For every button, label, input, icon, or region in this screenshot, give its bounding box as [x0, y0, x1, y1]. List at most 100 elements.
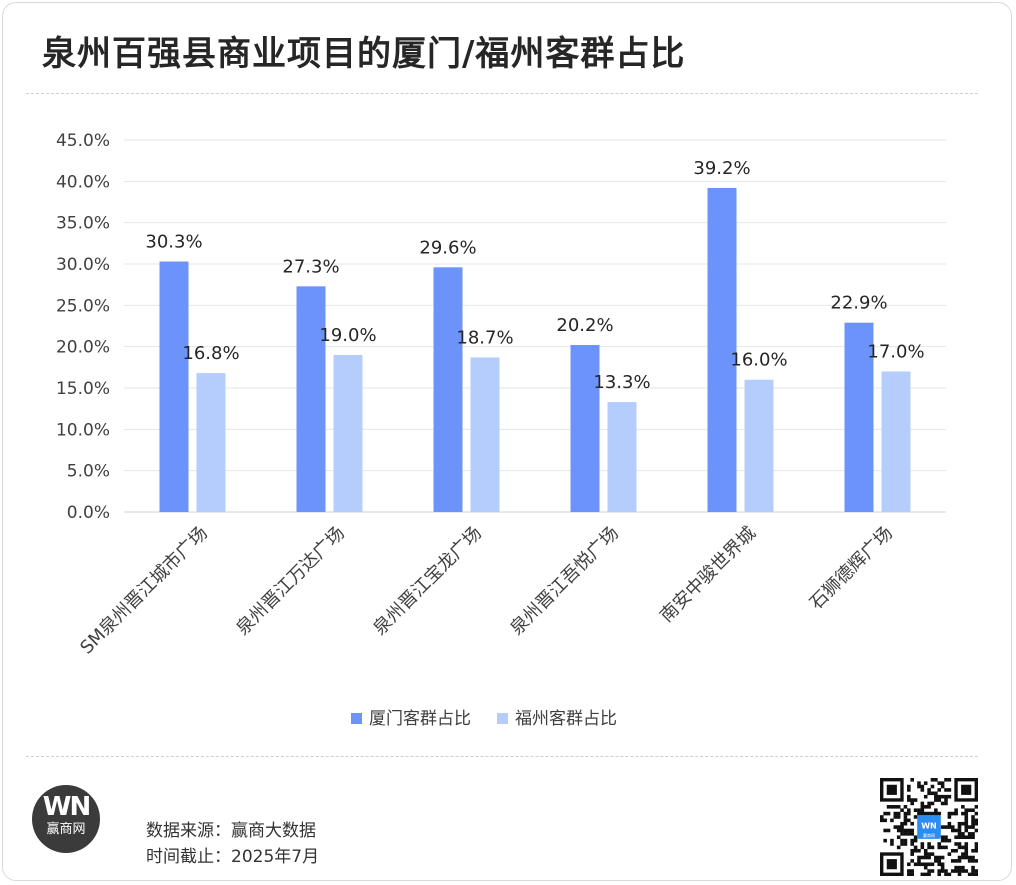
qr-module	[944, 838, 948, 843]
qr-module	[923, 794, 928, 799]
data-label: 39.2%	[693, 158, 750, 179]
qr-module	[940, 784, 945, 789]
qr-module	[920, 808, 925, 812]
qr-module	[940, 825, 945, 829]
qr-module	[917, 855, 921, 860]
qr-module	[947, 794, 952, 799]
qr-module	[937, 845, 942, 850]
qr-module	[923, 865, 928, 870]
qr-module	[917, 859, 921, 863]
qr-module	[971, 872, 975, 876]
qr-module	[971, 808, 975, 812]
qr-module	[940, 845, 945, 850]
qr-module	[917, 808, 921, 812]
bar-fuzhou	[196, 373, 226, 512]
qr-module	[907, 818, 911, 823]
bar-xiamen	[707, 187, 737, 513]
qr-module	[907, 869, 911, 873]
y-tick-label: 45.0%	[56, 131, 110, 151]
qr-module	[910, 848, 914, 853]
qr-module	[954, 848, 958, 853]
qr-module	[913, 808, 918, 812]
qr-module	[957, 835, 962, 840]
qr-module	[927, 811, 931, 816]
qr-module	[971, 865, 975, 870]
bar-xiamen	[296, 286, 326, 512]
qr-module	[903, 832, 908, 836]
qr-module	[940, 781, 945, 785]
qr-module	[903, 818, 908, 823]
qr-module	[967, 832, 972, 836]
qr-module	[910, 838, 914, 843]
qr-module	[940, 838, 945, 843]
qr-module	[964, 835, 969, 840]
qr-module	[944, 788, 948, 792]
qr-module	[974, 828, 978, 833]
bar-xiamen	[570, 345, 600, 512]
qr-module	[974, 821, 978, 826]
qr-module	[900, 828, 904, 833]
qr-module	[967, 835, 972, 840]
qr-module	[964, 828, 969, 833]
qr-module	[954, 869, 958, 873]
qr-module	[913, 815, 918, 819]
qr-module	[971, 855, 975, 860]
y-tick-label: 5.0%	[67, 462, 110, 482]
qr-module	[947, 788, 952, 792]
qr-module	[910, 778, 914, 782]
qr-module	[927, 842, 931, 846]
qr-module	[917, 848, 921, 853]
qr-module	[957, 821, 962, 826]
category-label: 泉州晋江宝龙广场	[369, 523, 486, 640]
data-label: 13.3%	[593, 372, 650, 393]
qr-module	[896, 845, 901, 850]
category-label: 泉州晋江吾悦广场	[506, 523, 623, 640]
x-axis-categories: SM泉州晋江城市广场 泉州晋江万达广场 泉州晋江宝龙广场 泉州晋江吾悦广场 南安中骏世界…	[76, 523, 897, 659]
qr-module	[954, 859, 958, 863]
qr-module	[971, 825, 975, 829]
qr-module	[974, 848, 978, 853]
qr-module	[910, 801, 914, 806]
qr-module	[964, 808, 969, 812]
qr-module	[923, 805, 928, 809]
data-label: 29.6%	[419, 237, 476, 258]
qr-module	[974, 842, 978, 846]
qr-module	[964, 845, 969, 850]
qr-module	[937, 798, 942, 802]
qr-module	[937, 855, 942, 860]
data-label: 19.0%	[319, 325, 376, 346]
qr-module	[937, 862, 942, 867]
qr-module	[971, 815, 975, 819]
qr-module	[961, 852, 965, 856]
qr-module	[930, 784, 935, 789]
qr-module	[900, 821, 904, 826]
y-tick-label: 35.0%	[56, 214, 110, 234]
qr-module	[934, 855, 938, 860]
qr-module	[913, 835, 918, 840]
qr-module	[920, 872, 925, 876]
logo-name: 赢商网	[46, 822, 86, 837]
qr-module	[937, 781, 942, 785]
qr-module	[957, 845, 962, 850]
data-label: 17.0%	[867, 341, 924, 362]
qr-module	[923, 848, 928, 853]
qr-module	[890, 818, 894, 823]
legend-swatch	[351, 713, 362, 724]
qr-module	[927, 791, 931, 796]
qr-module	[896, 811, 901, 816]
qr-module	[923, 781, 928, 785]
qr-module	[893, 825, 898, 829]
qr-module	[893, 805, 898, 809]
qr-module	[920, 805, 925, 809]
qr-module	[944, 872, 948, 876]
footer-divider	[26, 756, 978, 757]
qr-module	[903, 811, 908, 816]
qr-module	[920, 801, 925, 806]
bar-chart: 0.0% 5.0% 10.0% 15.0% 20.0% 25.0% 30.0% 35.0% 40…	[56, 131, 946, 729]
legend-swatch	[497, 713, 508, 724]
data-labels: 30.3% 16.8% 27.3% 19.0% 29.6% 18.7% 20.2% 13.3%…	[145, 158, 924, 393]
qr-module	[961, 869, 965, 873]
qr-module	[907, 832, 911, 836]
qr-module	[903, 838, 908, 843]
qr-module	[944, 778, 948, 782]
